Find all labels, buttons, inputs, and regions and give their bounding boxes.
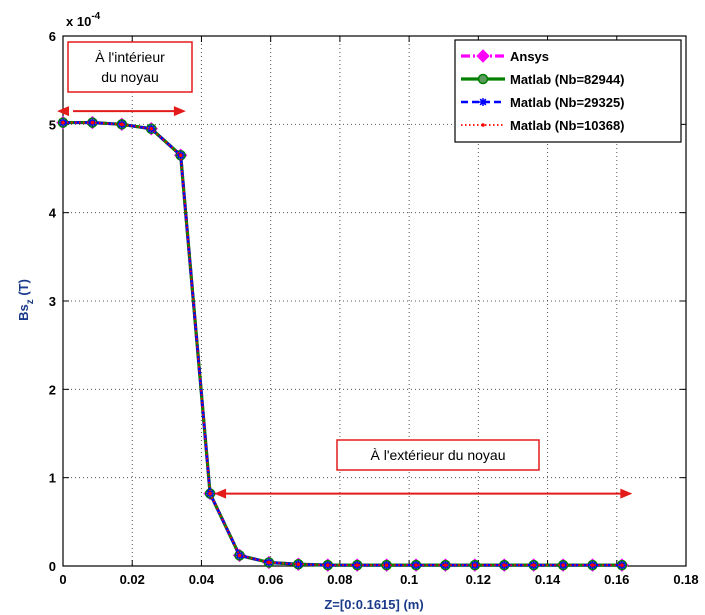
annotation-text: À l'intérieur (95, 49, 165, 65)
axis-ticks: 0 0.02 0.04 0.06 0.08 0.1 0.12 0.14 0.16 0.18 0 1 2 3… (49, 29, 699, 587)
x-tick-label: 0.14 (535, 572, 561, 587)
x-tick-label: 0.02 (120, 572, 145, 587)
data-point (296, 562, 301, 567)
arrow-head (57, 106, 69, 117)
annotations: À l'intérieur du noyau À l'extérieur du no… (57, 41, 633, 499)
legend: Ansys Matlab (Nb=82944) Matlab (Nb=29325) M… (454, 39, 682, 143)
legend-box (454, 39, 682, 143)
data-point (502, 563, 507, 567)
annotation-exterior: À l'extérieur du noyau (214, 439, 633, 499)
x-axis-label: Z=[0:0.1615] (m) (324, 597, 423, 612)
data-point (473, 563, 477, 567)
data-point (120, 122, 124, 127)
annotation-interior: À l'intérieur du noyau (57, 41, 193, 117)
data-point (325, 563, 330, 567)
y-tick-label: 0 (49, 559, 56, 574)
data-point (561, 563, 565, 567)
series-3 (61, 120, 624, 567)
data-point (61, 120, 65, 125)
series-line (63, 120, 622, 567)
x-tick-label: 0.06 (258, 572, 283, 587)
x-tick-label: 0.18 (673, 572, 698, 587)
legend-marker (479, 98, 487, 106)
annotation-text: À l'extérieur du noyau (371, 447, 506, 463)
data-point (149, 126, 154, 131)
legend-entry: Matlab (Nb=10368) (461, 118, 625, 133)
arrow-head (173, 106, 186, 117)
annotation-box (67, 41, 193, 93)
legend-label: Matlab (Nb=10368) (510, 118, 625, 133)
exponent-label: x 10-4 (66, 11, 101, 29)
series-line (63, 120, 622, 567)
series-0 (56, 115, 629, 572)
annotation-text: du noyau (101, 69, 159, 85)
data-point (178, 153, 183, 158)
data-point (384, 563, 389, 567)
data-point (414, 563, 418, 567)
data-point (237, 553, 242, 558)
legend-entry: Ansys (461, 49, 549, 64)
data-point (590, 563, 595, 567)
y-tick-label: 3 (49, 294, 56, 309)
data-point (620, 563, 624, 567)
y-tick-label: 5 (49, 117, 56, 132)
y-tick-label: 2 (49, 382, 56, 397)
y-axis-label-main: Bs (16, 304, 31, 321)
x-tick-label: 0.1 (400, 572, 418, 587)
legend-label: Ansys (510, 49, 549, 64)
x-tick-label: 0.12 (466, 572, 491, 587)
arrow-head (620, 488, 633, 499)
exponent-base: x 10 (66, 14, 91, 29)
series-1 (57, 117, 628, 571)
y-axis-label-sub: z (25, 299, 36, 304)
data-point (208, 491, 212, 496)
exponent-power: -4 (91, 11, 100, 22)
y-tick-label: 1 (49, 471, 56, 486)
data-point (355, 563, 359, 567)
data-point (267, 560, 271, 565)
legend-marker (481, 123, 485, 127)
x-tick-label: 0.08 (327, 572, 352, 587)
legend-entry: Matlab (Nb=82944) (461, 72, 625, 87)
legend-label: Matlab (Nb=82944) (510, 72, 625, 87)
data-point (90, 120, 95, 125)
series-layer (56, 115, 629, 572)
y-tick-label: 4 (49, 206, 57, 221)
y-axis-label: Bsz (T) (16, 279, 36, 321)
legend-marker (477, 73, 489, 85)
series-line (63, 121, 622, 567)
series-2 (59, 118, 626, 570)
data-point (443, 563, 448, 567)
series-line (63, 121, 622, 567)
legend-label: Matlab (Nb=29325) (510, 95, 625, 110)
legend-marker (476, 49, 490, 63)
x-tick-label: 0 (59, 572, 66, 587)
data-point (531, 563, 536, 567)
legend-entry: Matlab (Nb=29325) (461, 95, 625, 110)
x-tick-label: 0.04 (189, 572, 215, 587)
x-tick-label: 0.16 (604, 572, 629, 587)
annotation-box (336, 439, 540, 471)
y-tick-label: 6 (49, 29, 56, 44)
arrow-head (214, 488, 227, 499)
y-axis-label-unit: (T) (16, 279, 31, 299)
